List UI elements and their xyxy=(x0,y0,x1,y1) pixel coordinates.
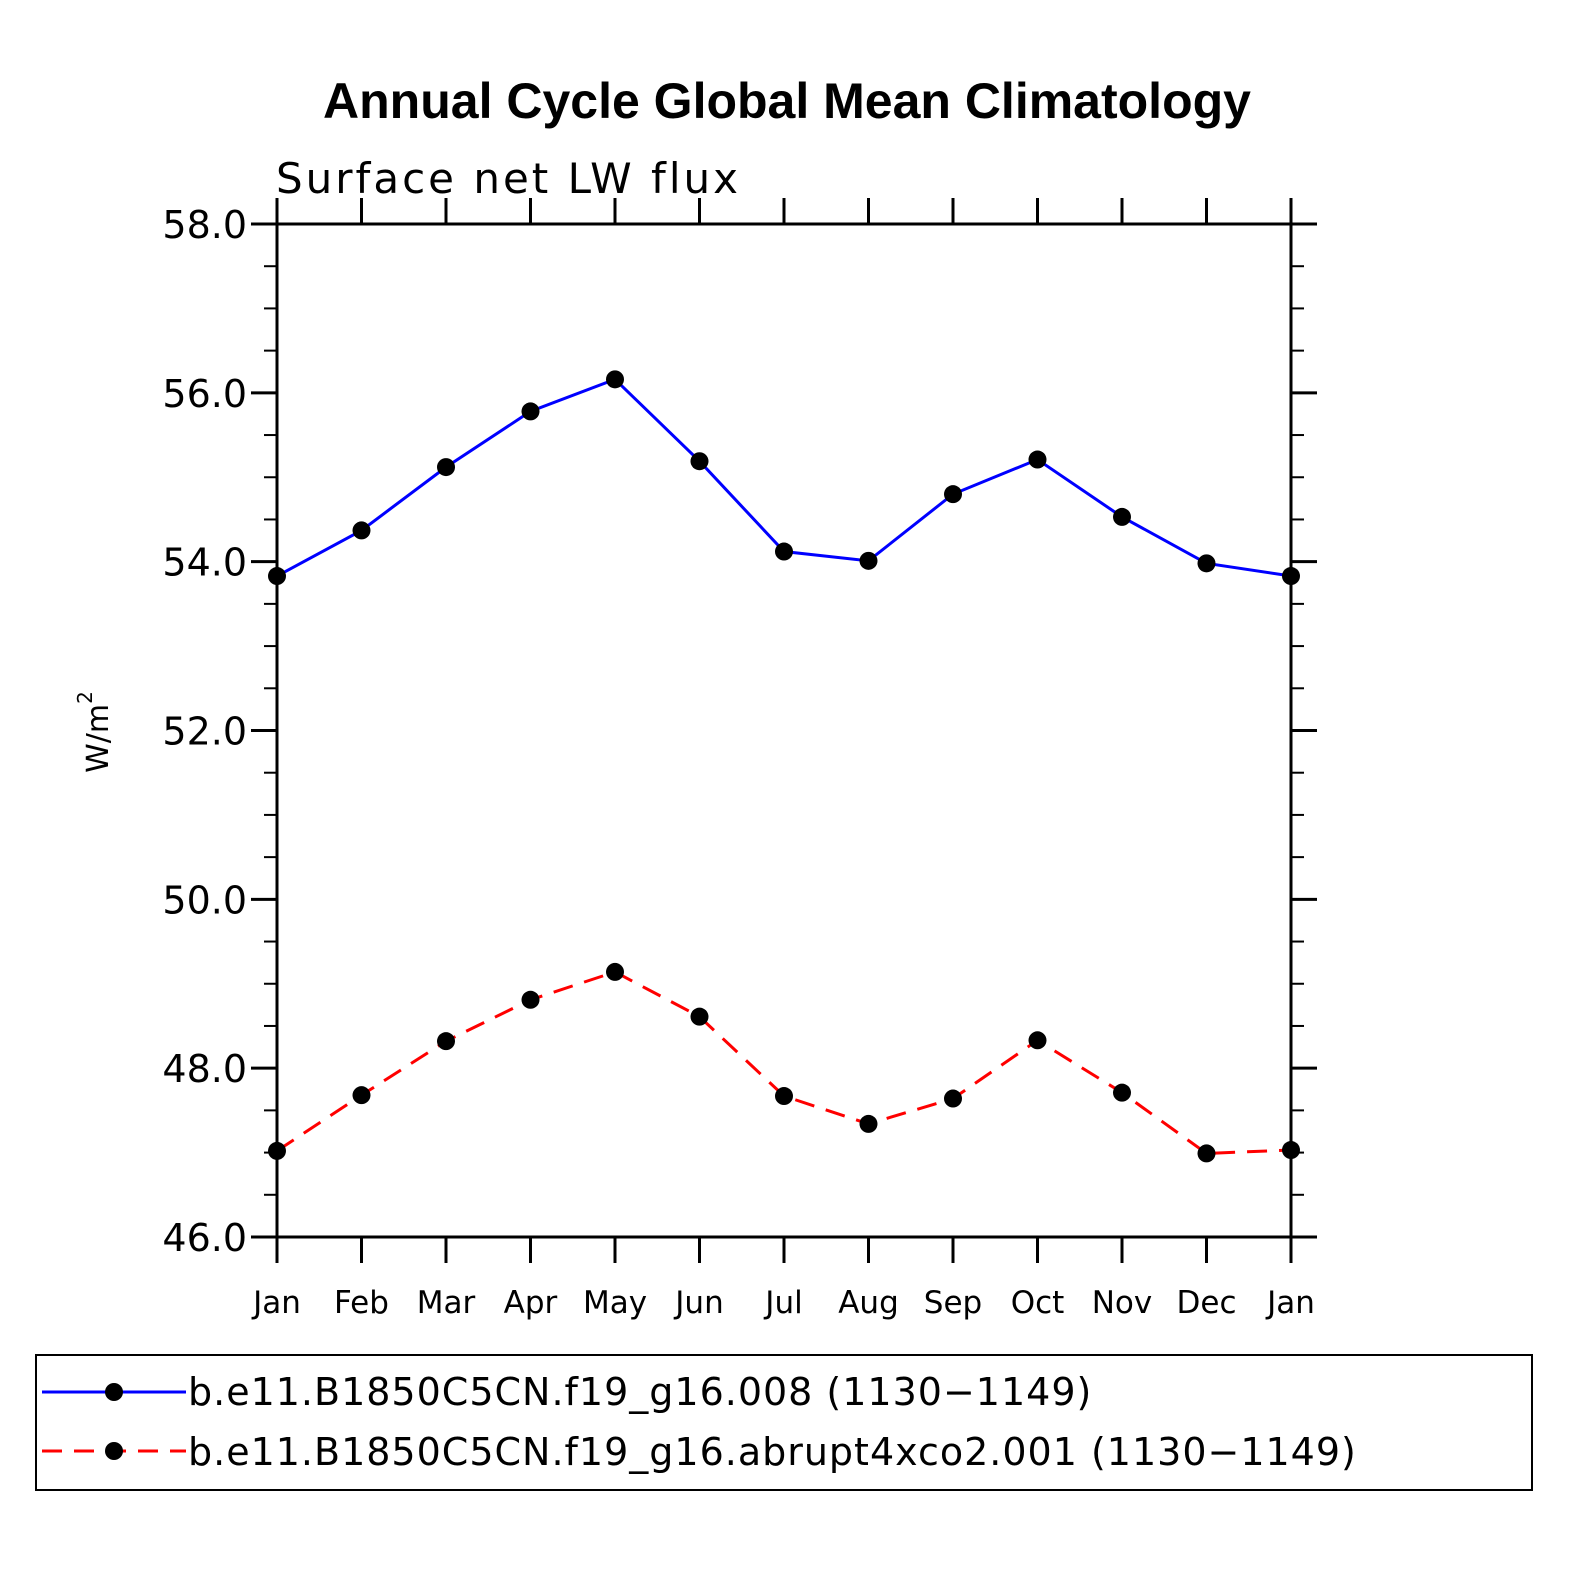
y-tick-label: 52.0 xyxy=(162,710,247,754)
series-1-point xyxy=(944,1089,962,1108)
y-tick-label: 58.0 xyxy=(162,203,247,247)
legend-marker-control xyxy=(105,1383,123,1401)
y-axis-label: W/m2 xyxy=(73,691,116,773)
series-1-point xyxy=(606,962,624,981)
series-0-point xyxy=(352,521,371,540)
x-tick-label: Aug xyxy=(838,1285,899,1321)
legend-entry-control: b.e11.B1850C5CN.f19_g16.008 (1130−1149) xyxy=(42,1370,1092,1414)
series-1-point xyxy=(775,1087,793,1106)
series-0-point xyxy=(606,370,624,389)
svg-text:W/m2: W/m2 xyxy=(73,691,116,773)
series-0-point xyxy=(859,551,878,570)
chart-subtitle: Surface net LW flux xyxy=(276,154,741,203)
series-0-point xyxy=(268,567,286,586)
y-tick-label: 48.0 xyxy=(162,1047,247,1091)
series-1-point xyxy=(437,1032,455,1051)
series-1-point xyxy=(1197,1144,1216,1163)
y-tick-label: 46.0 xyxy=(162,1216,247,1260)
series-1-point xyxy=(1028,1031,1047,1050)
y-axis: 46.0 48.0 50.0 52.0 54.0 56.0 58.0 xyxy=(162,203,1317,1260)
y-axis-label-superscript: 2 xyxy=(73,691,97,704)
series-1-point xyxy=(690,1007,709,1026)
series-0-point xyxy=(521,402,540,421)
series-1-point xyxy=(1282,1141,1300,1160)
x-tick-label: Mar xyxy=(417,1285,476,1321)
legend: b.e11.B1850C5CN.f19_g16.008 (1130−1149) … xyxy=(35,1354,1533,1491)
x-axis: Jan Feb Mar Apr May Jun Jul Aug Sep Oct Nov Dec Jan xyxy=(251,198,1315,1321)
series-1-point xyxy=(1113,1083,1131,1102)
x-tick-label: Sep xyxy=(924,1285,982,1321)
y-tick-label: 50.0 xyxy=(162,878,247,922)
y-axis-label-unit: W/m xyxy=(81,704,116,773)
series-0-point xyxy=(1197,554,1216,573)
series-0-point xyxy=(690,452,709,471)
x-tick-label: Nov xyxy=(1092,1285,1153,1321)
plot-frame xyxy=(275,222,1293,1239)
series-0-point xyxy=(1028,450,1047,469)
x-tick-label: Feb xyxy=(334,1285,389,1321)
series-0-point xyxy=(1282,567,1300,586)
x-tick-label: Jul xyxy=(763,1285,802,1321)
x-tick-label: Jun xyxy=(673,1285,723,1321)
legend-box xyxy=(35,1354,1533,1491)
x-tick-label: Oct xyxy=(1011,1285,1065,1321)
y-tick-label: 54.0 xyxy=(162,541,247,585)
x-tick-label: Jan xyxy=(1265,1285,1315,1321)
x-tick-label: Jan xyxy=(251,1285,301,1321)
series-1-point xyxy=(521,990,540,1009)
series-1-point xyxy=(268,1141,286,1160)
series-0-point xyxy=(775,542,793,561)
legend-entry-abrupt4xco2: b.e11.B1850C5CN.f19_g16.abrupt4xco2.001 … xyxy=(42,1430,1357,1474)
legend-label-control: b.e11.B1850C5CN.f19_g16.008 (1130−1149) xyxy=(188,1370,1092,1414)
series-0-point xyxy=(1113,507,1131,526)
chart-title: Annual Cycle Global Mean Climatology xyxy=(323,73,1251,129)
legend-label-abrupt4xco2: b.e11.B1850C5CN.f19_g16.abrupt4xco2.001 … xyxy=(188,1430,1357,1474)
series-0-point xyxy=(944,485,962,504)
series-1-point xyxy=(859,1114,878,1133)
y-tick-label: 56.0 xyxy=(162,372,247,416)
series-0-point xyxy=(437,458,455,477)
x-tick-label: Apr xyxy=(504,1285,558,1321)
series-line-1 xyxy=(276,970,1292,1155)
series-1-point xyxy=(352,1086,371,1105)
x-tick-label: Dec xyxy=(1177,1285,1237,1321)
legend-marker-abrupt4xco2 xyxy=(105,1442,123,1460)
x-tick-label: May xyxy=(583,1285,647,1321)
series-layer xyxy=(268,370,1300,1163)
